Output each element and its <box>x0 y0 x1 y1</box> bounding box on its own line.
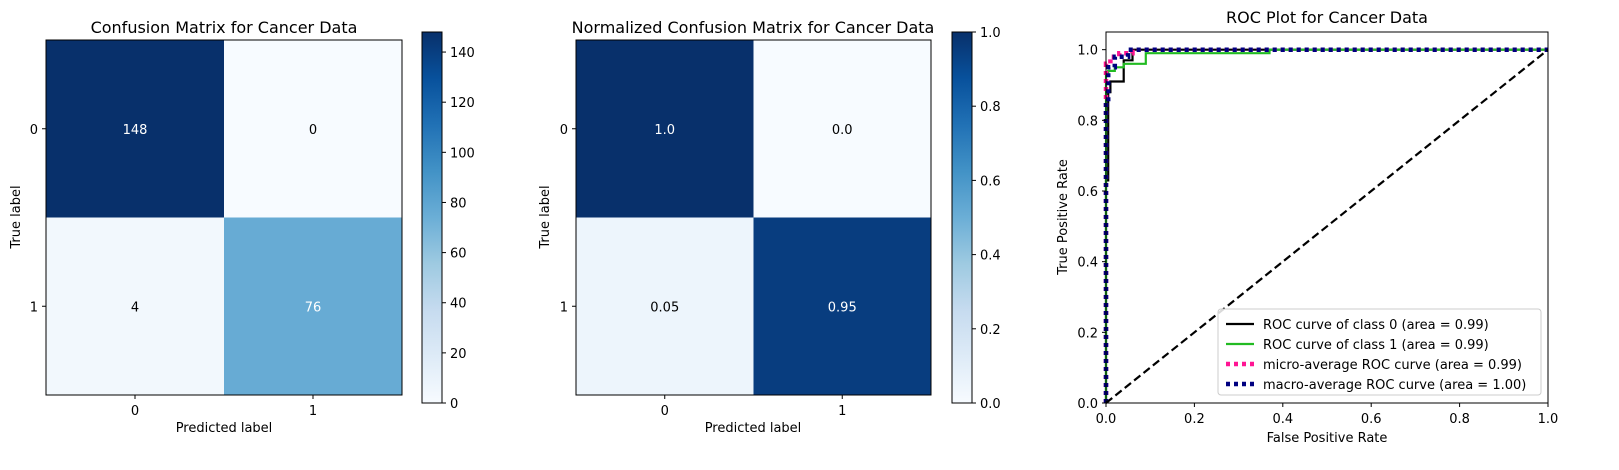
normalized-matrix-colorbar <box>951 31 973 404</box>
colorbar-tick-label: 0.4 <box>980 249 1001 264</box>
x-tick-label: 0.6 <box>1361 412 1382 427</box>
legend-label: micro-average ROC curve (area = 0.99) <box>1263 358 1522 373</box>
y-tick-label: 0 <box>30 123 38 138</box>
normalized-matrix-title: Normalized Confusion Matrix for Cancer D… <box>572 18 935 37</box>
matrix-cell-label: 0 <box>309 123 317 138</box>
colorbar-tick-label: 0.6 <box>980 174 1001 189</box>
matrix-cell-label: 0.95 <box>828 300 857 315</box>
matrix-cell <box>753 217 931 395</box>
y-tick-label: 1.0 <box>1077 44 1098 59</box>
y-tick-label: 0.8 <box>1077 114 1098 129</box>
y-tick-label: 0.0 <box>1077 397 1098 412</box>
matrix-cell-label: 76 <box>305 300 322 315</box>
y-tick-label: 1 <box>30 300 38 315</box>
colorbar-tick-label: 80 <box>450 196 467 211</box>
confusion-matrix-frame <box>45 39 403 396</box>
roc-plot-panel: ROC Plot for Cancer Data 0.0 0.2 0.4 0.6 0.8… <box>1056 8 1558 446</box>
confusion-matrix-ticks: 0 1 0 1 <box>30 123 317 419</box>
colorbar-tick-label: 40 <box>450 297 467 312</box>
x-tick-label: 1.0 <box>1538 412 1559 427</box>
legend-label: ROC curve of class 1 (area = 0.99) <box>1263 338 1489 353</box>
confusion-matrix-ylabel: True label <box>9 185 24 249</box>
normalized-matrix-ylabel: True label <box>538 185 553 249</box>
x-tick-label: 0.2 <box>1184 412 1205 427</box>
colorbar-tick-label: 0.2 <box>980 323 1001 338</box>
normalized-matrix-frame <box>575 39 932 396</box>
y-tick-label: 0 <box>560 123 568 138</box>
roc-plot-title: ROC Plot for Cancer Data <box>1226 8 1428 27</box>
legend-label: ROC curve of class 0 (area = 0.99) <box>1263 318 1489 333</box>
x-tick-label: 0.8 <box>1449 412 1470 427</box>
chance-diagonal-line <box>1105 48 1549 404</box>
matrix-cell-label: 1.0 <box>654 123 675 138</box>
x-tick-label: 1 <box>838 404 846 419</box>
y-tick-label: 0.6 <box>1077 185 1098 200</box>
matrix-cell-label: 4 <box>131 300 139 315</box>
roc-legend-box <box>1217 308 1542 396</box>
roc-plot-xlabel: False Positive Rate <box>1267 431 1388 446</box>
confusion-matrix-xlabel: Predicted label <box>176 421 273 436</box>
confusion-matrix-panel: Confusion Matrix for Cancer Data 148 0 4 76… <box>9 18 475 436</box>
colorbar-tick-label: 140 <box>450 46 475 61</box>
matrix-cell <box>576 40 754 218</box>
roc-series-line <box>1103 47 1548 403</box>
roc-curves <box>1103 47 1549 404</box>
roc-series-line <box>1104 48 1548 403</box>
matrix-cell <box>753 40 931 218</box>
roc-legend: ROC curve of class 0 (area = 0.99) ROC cu… <box>1217 308 1542 396</box>
normalized-matrix-cells: 1.0 0.0 0.05 0.95 <box>576 40 931 395</box>
normalized-matrix-xlabel: Predicted label <box>705 421 802 436</box>
x-tick-label: 1 <box>309 404 317 419</box>
x-tick-label: 0 <box>131 404 139 419</box>
colorbar-tick-label: 20 <box>450 347 467 362</box>
y-tick-label: 0.4 <box>1077 256 1098 271</box>
legend-label: macro-average ROC curve (area = 1.00) <box>1263 378 1526 393</box>
normalized-matrix-colorbar-ticks: 0.0 0.2 0.4 0.6 0.8 1.0 <box>972 26 1001 412</box>
matrix-cell-label: 0.0 <box>832 123 853 138</box>
confusion-matrix-cells: 148 0 4 76 <box>46 40 402 395</box>
colorbar-tick-label: 120 <box>450 96 475 111</box>
roc-plot-frame <box>1105 31 1549 404</box>
matrix-cell <box>46 40 224 218</box>
colorbar-tick-label: 0 <box>450 397 458 412</box>
y-tick-label: 1 <box>560 300 568 315</box>
roc-plot-ylabel: True Positive Rate <box>1056 159 1071 276</box>
colorbar-tick-label: 100 <box>450 146 475 161</box>
x-tick-label: 0.0 <box>1096 412 1117 427</box>
confusion-matrix-title: Confusion Matrix for Cancer Data <box>91 18 358 37</box>
matrix-cell-label: 148 <box>123 123 148 138</box>
colorbar-tick-label: 0.0 <box>980 397 1001 412</box>
colorbar-tick-label: 60 <box>450 247 467 262</box>
matrix-cell <box>224 40 402 218</box>
confusion-matrix-colorbar <box>421 31 443 404</box>
colorbar-tick-label: 1.0 <box>980 26 1001 41</box>
x-tick-label: 0.4 <box>1272 412 1293 427</box>
matrix-cell <box>224 217 402 395</box>
normalized-confusion-matrix-panel: Normalized Confusion Matrix for Cancer D… <box>538 18 1001 436</box>
matrix-cell-label: 0.05 <box>650 300 679 315</box>
normalized-matrix-ticks: 0 1 0 1 <box>560 123 847 419</box>
roc-plot-ticks: 0.0 0.2 0.4 0.6 0.8 1.0 0.0 0.2 0.4 0.6 0.8 1.0 <box>1077 44 1558 427</box>
matrix-cell <box>576 217 754 395</box>
colorbar-tick-label: 0.8 <box>980 100 1001 115</box>
matrix-cell <box>46 217 224 395</box>
y-tick-label: 0.2 <box>1077 326 1098 341</box>
x-tick-label: 0 <box>661 404 669 419</box>
confusion-matrix-colorbar-ticks: 0 20 40 60 80 100 120 140 <box>442 46 475 412</box>
